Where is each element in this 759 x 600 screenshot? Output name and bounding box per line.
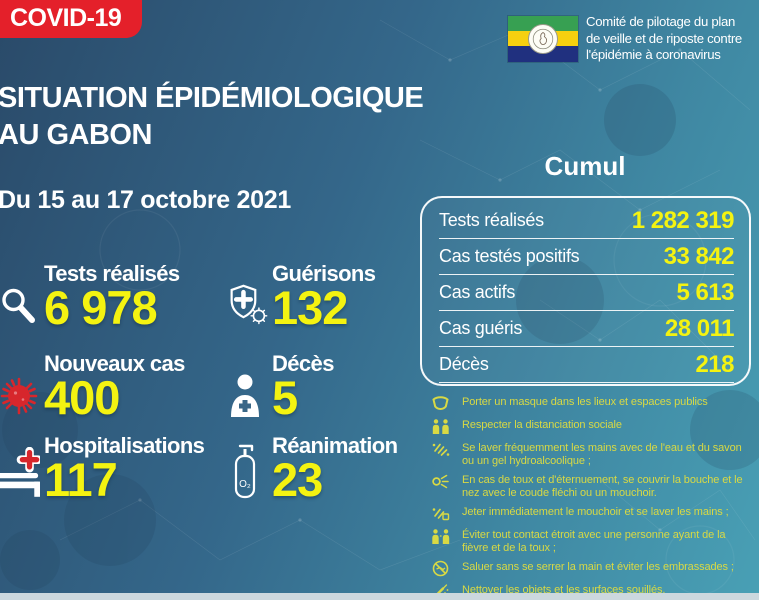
page-title-line2: AU GABON [0, 119, 152, 151]
stat-label: Décès [272, 351, 334, 376]
gabon-seal-icon [528, 23, 558, 54]
cumul-row-tests: Tests réalisés 1 282 319 [439, 203, 735, 239]
stat-guerisons: Guérisons 132 [228, 261, 376, 334]
cumul-row-actifs: Cas actifs 5 613 [439, 275, 734, 311]
guideline-distancing: Respecter la distanciation sociale [431, 419, 745, 435]
cumul-row-value: 33 842 [663, 242, 735, 270]
cumul-row-value: 218 [695, 350, 734, 378]
shield-cross-virus-icon [228, 281, 268, 327]
stat-reanimation: O₂ Réanimation 23 [228, 433, 398, 506]
stat-value: 5 [272, 371, 298, 424]
committee-name-line3: l'épidémie à coronavirus [586, 47, 721, 62]
mask-icon [432, 396, 449, 410]
stat-value: 6 978 [44, 281, 158, 334]
tissue-disposal-icon [432, 508, 450, 521]
magnifier-icon [0, 287, 40, 327]
stat-label: Hospitalisations [44, 433, 205, 458]
cumul-row-deces: Décès 218 [439, 347, 734, 383]
bottom-edge-strip [0, 593, 759, 600]
page-title: SITUATION ÉPIDÉMIOLOGIQUE AU GABON [0, 80, 424, 154]
stat-label: Nouveaux cas [44, 351, 185, 376]
guideline-text: Respecter la distanciation sociale [462, 419, 622, 431]
committee-name: Comité de pilotage du plan de veille et … [586, 14, 742, 64]
report-period: Du 15 au 17 octobre 2021 [0, 186, 291, 214]
svg-text:O₂: O₂ [239, 479, 251, 490]
stat-deces: Décès 5 [228, 351, 334, 424]
covid19-badge: COVID-19 [0, 0, 142, 38]
cumul-row-positifs: Cas testés positifs 33 842 [439, 239, 735, 275]
oxygen-tank-icon: O₂ [228, 441, 268, 499]
page-title-line1: SITUATION ÉPIDÉMIOLOGIQUE [0, 82, 424, 114]
virus-icon [0, 375, 40, 417]
no-handshake-icon [432, 560, 449, 577]
cumul-title: Cumul [544, 151, 626, 181]
cumul-row-value: 1 282 319 [631, 206, 735, 234]
cumul-row-label: Cas testés positifs [439, 246, 580, 266]
gabon-flag-icon [508, 15, 578, 62]
avoid-contact-icon [432, 529, 450, 544]
guideline-hand-wash: Se laver fréquemment les mains avec de l… [431, 442, 745, 467]
cumul-panel: Tests réalisés 1 282 319 Cas testés posi… [420, 196, 751, 386]
guideline-text: Se laver fréquemment les mains avec de l… [462, 442, 742, 467]
guideline-text: En cas de toux et d'éternuement, se couv… [462, 474, 743, 499]
stat-tests-realises: Tests réalisés 6 978 [0, 261, 180, 334]
guideline-tissue-disposal: Jeter immédiatement le mouchoir et se la… [431, 506, 745, 522]
covid19-badge-label: COVID-19 [10, 3, 122, 32]
guideline-sneeze-cover: En cas de toux et d'éternuement, se couv… [431, 474, 745, 499]
stat-value: 400 [44, 371, 120, 424]
cumul-row-value: 5 613 [676, 278, 734, 306]
cumul-row-value: 28 011 [664, 314, 735, 342]
cumul-row-label: Tests réalisés [439, 210, 544, 230]
stat-value: 23 [272, 453, 323, 506]
guideline-text: Porter un masque dans les lieux et espac… [462, 396, 708, 408]
person-cross-icon [228, 373, 268, 417]
stat-hospitalisations: Hospitalisations 117 [0, 433, 205, 506]
stat-value: 132 [272, 281, 348, 334]
stat-label: Guérisons [272, 261, 376, 286]
distancing-icon [432, 419, 449, 434]
cumul-row-label: Cas guéris [439, 318, 523, 338]
stat-label: Réanimation [272, 433, 398, 458]
stat-value: 117 [44, 453, 118, 506]
flag-blue-stripe [508, 46, 578, 62]
committee-name-line1: Comité de pilotage du plan [586, 14, 736, 29]
health-guidelines-list: Porter un masque dans les lieux et espac… [431, 396, 745, 600]
stat-nouveaux-cas: Nouveaux cas 400 [0, 351, 185, 424]
sneeze-cover-icon [432, 474, 449, 489]
hand-wash-icon [432, 443, 450, 456]
cumul-row-label: Décès [439, 354, 489, 374]
cumul-row-label: Cas actifs [439, 282, 516, 302]
guideline-mask: Porter un masque dans les lieux et espac… [431, 396, 745, 412]
committee-logo: Comité de pilotage du plan de veille et … [508, 14, 742, 64]
guideline-text: Éviter tout contact étroit avec une pers… [462, 529, 726, 554]
committee-name-line2: de veille et de riposte contre [586, 30, 742, 46]
stat-label: Tests réalisés [44, 261, 180, 286]
guideline-text: Jeter immédiatement le mouchoir et se la… [462, 506, 729, 518]
cumul-row-gueris: Cas guéris 28 011 [439, 311, 735, 347]
hospital-bed-icon [0, 447, 40, 499]
guideline-avoid-contact: Éviter tout contact étroit avec une pers… [431, 529, 745, 554]
guideline-text: Saluer sans se serrer la main et éviter … [462, 561, 734, 573]
flag-green-stripe [508, 15, 578, 32]
guideline-no-handshake: Saluer sans se serrer la main et éviter … [431, 560, 745, 577]
